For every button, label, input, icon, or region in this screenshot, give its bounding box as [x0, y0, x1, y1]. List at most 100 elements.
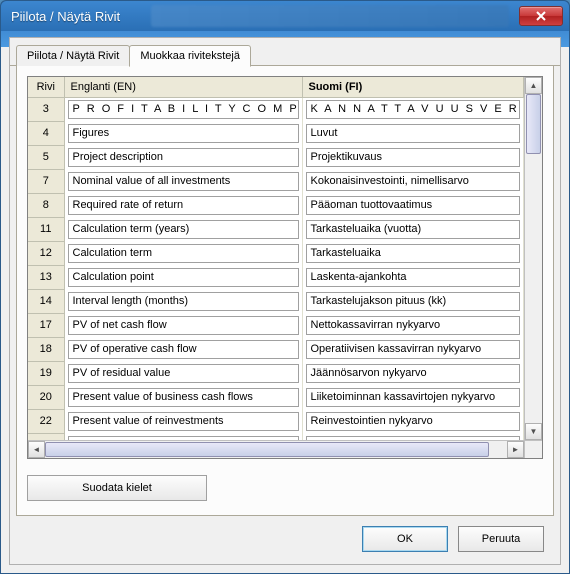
- grid: Rivi Englanti (EN) Suomi (FI) 3P R O F I…: [27, 76, 543, 459]
- finnish-input[interactable]: Tarkasteluaika: [306, 244, 521, 263]
- grid-viewport: Rivi Englanti (EN) Suomi (FI) 3P R O F I…: [28, 77, 524, 440]
- close-icon: [536, 11, 546, 21]
- row-number[interactable]: 14: [28, 289, 64, 313]
- close-button[interactable]: [519, 6, 563, 26]
- table-row: 20Present value of business cash flows Li…: [28, 385, 524, 409]
- tab-hide-rows[interactable]: Piilota / Näytä Rivit: [16, 45, 130, 66]
- finnish-input[interactable]: Pääoman tuottovaatimus: [306, 196, 521, 215]
- scroll-right-icon[interactable]: ►: [507, 441, 524, 458]
- cell-finnish: Liiketoiminnan kassavirtojen nykyarvo: [302, 385, 524, 409]
- english-input[interactable]: Interval length (months): [68, 292, 299, 311]
- english-input[interactable]: Present value of reinvestments: [68, 412, 299, 431]
- english-input[interactable]: PV of residual value: [68, 364, 299, 383]
- finnish-input[interactable]: Reinvestointien nykyarvo: [306, 412, 521, 431]
- table-row: 22Present value of reinvestments Reinvest…: [28, 409, 524, 433]
- horizontal-scroll-thumb[interactable]: [45, 442, 489, 457]
- finnish-input[interactable]: Liiketoiminnan kassavirtojen nykyarvo: [306, 388, 521, 407]
- titlebar-blur: [151, 5, 509, 27]
- tab-panel: Rivi Englanti (EN) Suomi (FI) 3P R O F I…: [16, 66, 554, 516]
- cell-finnish: Nykyarvo yhteensä (PV): [302, 433, 524, 440]
- english-input[interactable]: Present value of business cash flows: [68, 388, 299, 407]
- finnish-input[interactable]: Operatiivisen kassavirran nykyarvo: [306, 340, 521, 359]
- tabstrip: Piilota / Näytä Rivit Muokkaa rivitekste…: [10, 38, 560, 66]
- scroll-up-icon[interactable]: ▲: [525, 77, 542, 94]
- column-finnish[interactable]: Suomi (FI): [302, 77, 524, 97]
- cell-english: PV of operative cash flow: [64, 337, 302, 361]
- english-input[interactable]: Project description: [68, 148, 299, 167]
- column-english[interactable]: Englanti (EN): [64, 77, 302, 97]
- finnish-input[interactable]: Jäännösarvon nykyarvo: [306, 364, 521, 383]
- table-row: 8Required rate of return Pääoman tuottova…: [28, 193, 524, 217]
- row-number[interactable]: 23: [28, 433, 64, 440]
- english-input[interactable]: Calculation term (years): [68, 220, 299, 239]
- window-title: Piilota / Näytä Rivit: [11, 9, 120, 24]
- finnish-input[interactable]: K A N N A T T A V U U S V E R T A I L U: [306, 100, 521, 119]
- filter-languages-button[interactable]: Suodata kielet: [27, 475, 207, 501]
- ok-button[interactable]: OK: [362, 526, 448, 552]
- table-row: 12Calculation term Tarkasteluaika: [28, 241, 524, 265]
- row-number[interactable]: 5: [28, 145, 64, 169]
- table-row: 5Project description Projektikuvaus: [28, 145, 524, 169]
- english-input[interactable]: Required rate of return: [68, 196, 299, 215]
- english-input[interactable]: Nominal value of all investments: [68, 172, 299, 191]
- table-row: 19PV of residual value Jäännösarvon nykya…: [28, 361, 524, 385]
- tab-edit-texts[interactable]: Muokkaa rivitekstejä: [129, 45, 251, 67]
- cell-finnish: Laskenta-ajankohta: [302, 265, 524, 289]
- row-number[interactable]: 12: [28, 241, 64, 265]
- row-number[interactable]: 17: [28, 313, 64, 337]
- cell-english: Required rate of return: [64, 193, 302, 217]
- finnish-input[interactable]: Nettokassavirran nykyarvo: [306, 316, 521, 335]
- row-number[interactable]: 3: [28, 97, 64, 121]
- row-number[interactable]: 4: [28, 121, 64, 145]
- english-input[interactable]: Calculation term: [68, 244, 299, 263]
- finnish-input[interactable]: Projektikuvaus: [306, 148, 521, 167]
- english-input[interactable]: PV of net cash flow: [68, 316, 299, 335]
- column-rivi[interactable]: Rivi: [28, 77, 64, 97]
- row-number[interactable]: 20: [28, 385, 64, 409]
- cell-finnish: Jäännösarvon nykyarvo: [302, 361, 524, 385]
- cell-finnish: Luvut: [302, 121, 524, 145]
- table-row: 18PV of operative cash flow Operatiivisen…: [28, 337, 524, 361]
- grid-table: Rivi Englanti (EN) Suomi (FI) 3P R O F I…: [28, 77, 524, 440]
- table-row: 17PV of net cash flow Nettokassavirran ny…: [28, 313, 524, 337]
- cell-finnish: Reinvestointien nykyarvo: [302, 409, 524, 433]
- english-input[interactable]: Figures: [68, 124, 299, 143]
- row-number[interactable]: 18: [28, 337, 64, 361]
- row-number[interactable]: 11: [28, 217, 64, 241]
- english-input[interactable]: Calculation point: [68, 268, 299, 287]
- vertical-scroll-thumb[interactable]: [526, 94, 541, 154]
- dialog-window: Piilota / Näytä Rivit Piilota / Näytä Ri…: [0, 0, 570, 574]
- cell-finnish: Tarkasteluaika: [302, 241, 524, 265]
- cell-english: Total Present Value (PV): [64, 433, 302, 440]
- finnish-input[interactable]: Tarkastelujakson pituus (kk): [306, 292, 521, 311]
- row-number[interactable]: 19: [28, 361, 64, 385]
- scroll-down-icon[interactable]: ▼: [525, 423, 542, 440]
- row-number[interactable]: 13: [28, 265, 64, 289]
- cell-english: Present value of business cash flows: [64, 385, 302, 409]
- scroll-left-icon[interactable]: ◄: [28, 441, 45, 458]
- cell-finnish: Kokonaisinvestointi, nimellisarvo: [302, 169, 524, 193]
- finnish-input[interactable]: Luvut: [306, 124, 521, 143]
- row-number[interactable]: 7: [28, 169, 64, 193]
- cell-english: PV of net cash flow: [64, 313, 302, 337]
- horizontal-scrollbar[interactable]: ◄ ►: [28, 440, 524, 458]
- finnish-input[interactable]: Kokonaisinvestointi, nimellisarvo: [306, 172, 521, 191]
- row-number[interactable]: 22: [28, 409, 64, 433]
- row-number[interactable]: 8: [28, 193, 64, 217]
- table-row: 3P R O F I T A B I L I T Y C O M P A R I…: [28, 97, 524, 121]
- finnish-input[interactable]: Laskenta-ajankohta: [306, 268, 521, 287]
- cell-finnish: Nettokassavirran nykyarvo: [302, 313, 524, 337]
- cancel-button[interactable]: Peruuta: [458, 526, 544, 552]
- table-row: 4Figures Luvut: [28, 121, 524, 145]
- finnish-input[interactable]: Tarkasteluaika (vuotta): [306, 220, 521, 239]
- table-row: 13Calculation point Laskenta-ajankohta: [28, 265, 524, 289]
- table-row: 14Interval length (months) Tarkastelujaks…: [28, 289, 524, 313]
- english-input[interactable]: PV of operative cash flow: [68, 340, 299, 359]
- cell-english: Figures: [64, 121, 302, 145]
- vertical-scrollbar[interactable]: ▲ ▼: [524, 77, 542, 440]
- cell-english: Calculation term (years): [64, 217, 302, 241]
- cell-english: Interval length (months): [64, 289, 302, 313]
- cell-english: PV of residual value: [64, 361, 302, 385]
- english-input[interactable]: P R O F I T A B I L I T Y C O M P A R I …: [68, 100, 299, 119]
- cell-finnish: Projektikuvaus: [302, 145, 524, 169]
